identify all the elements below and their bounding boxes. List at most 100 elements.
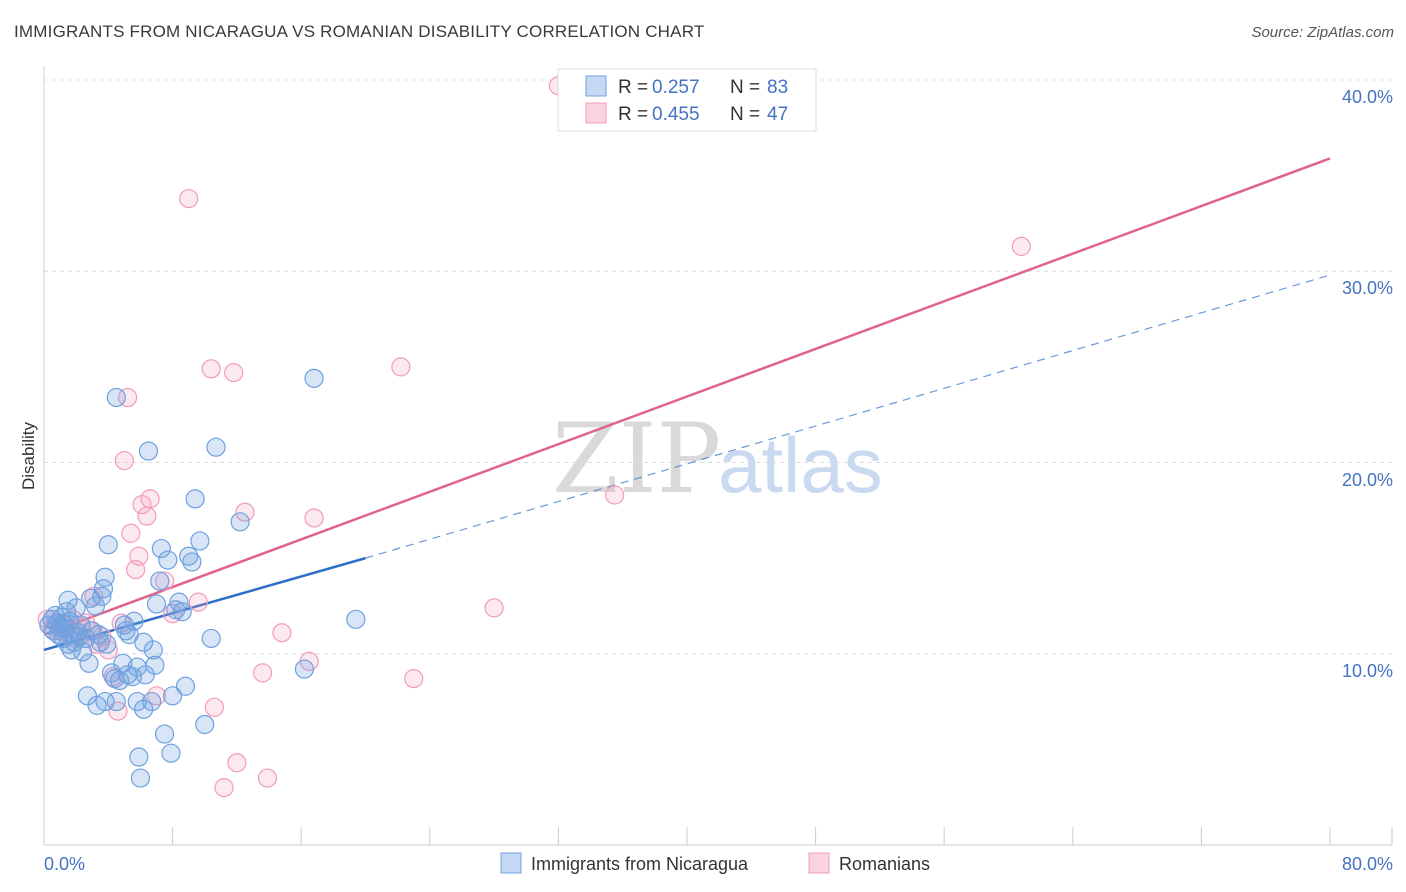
nicaragua-point bbox=[124, 611, 144, 631]
nicaragua-point bbox=[195, 714, 215, 735]
bottom-legend-label-romanians: Romanians bbox=[839, 854, 930, 874]
romanian-point bbox=[304, 508, 324, 528]
watermark-atlas: atlas bbox=[718, 421, 883, 509]
nicaragua-point bbox=[163, 686, 183, 706]
romanian-point bbox=[114, 450, 134, 471]
nicaragua-point bbox=[117, 665, 138, 685]
legend-n-value-1: 83 bbox=[767, 77, 788, 98]
romanian-point bbox=[140, 489, 160, 509]
nicaragua-point bbox=[190, 531, 210, 551]
nicaragua-point bbox=[154, 724, 175, 744]
legend-r-value-1: 0.257 bbox=[652, 77, 700, 98]
nicaragua-point bbox=[206, 437, 226, 457]
y-tick-label-30: 30.0% bbox=[1342, 278, 1393, 298]
watermark-zip: ZIP bbox=[552, 403, 721, 515]
nicaragua-point bbox=[134, 632, 154, 652]
y-tick-label-10: 10.0% bbox=[1342, 661, 1393, 681]
nicaragua-point bbox=[150, 571, 170, 591]
nicaragua-point bbox=[72, 642, 93, 662]
romanian-point bbox=[84, 586, 104, 606]
nicaragua-point bbox=[53, 613, 73, 633]
nicaragua-point bbox=[95, 567, 115, 587]
stats-legend: R = 0.257 N = 83 R = 0.455 N = 47 bbox=[557, 68, 817, 132]
romanian-point bbox=[154, 571, 175, 591]
legend-r-label-1: R = bbox=[618, 77, 648, 98]
romanian-point bbox=[179, 188, 199, 209]
nicaragua-point bbox=[79, 653, 99, 673]
chart-title: IMMIGRANTS FROM NICARAGUA VS ROMANIAN DI… bbox=[14, 22, 705, 41]
nicaragua-point bbox=[106, 387, 126, 408]
y-axis-label: Disability bbox=[19, 421, 38, 490]
romanian-point bbox=[224, 363, 244, 383]
legend-r-value-2: 0.455 bbox=[652, 104, 700, 125]
nicaragua-point bbox=[134, 699, 154, 719]
nicaragua-point bbox=[294, 659, 315, 679]
nicaragua-point bbox=[142, 691, 162, 712]
romanian-point bbox=[257, 768, 278, 788]
nicaragua-point bbox=[127, 691, 147, 712]
nicaragua-point bbox=[98, 535, 118, 555]
axes bbox=[43, 66, 1393, 846]
romanian-point bbox=[121, 523, 141, 543]
romanian-point bbox=[137, 506, 157, 526]
nicaragua-point bbox=[161, 743, 181, 763]
y-tick-label-40: 40.0% bbox=[1342, 87, 1393, 107]
nicaragua-point bbox=[201, 628, 221, 649]
nicaragua-point bbox=[58, 590, 78, 610]
nicaragua-point bbox=[138, 441, 159, 461]
legend-swatch-nicaragua bbox=[585, 75, 607, 97]
nicaragua-point bbox=[106, 691, 126, 712]
nicaragua-point bbox=[158, 550, 178, 570]
y-tick-label-20: 20.0% bbox=[1342, 470, 1393, 490]
romanian-point bbox=[204, 697, 224, 717]
nicaragua-point bbox=[143, 640, 163, 660]
nicaragua-point bbox=[95, 691, 115, 712]
grid-lines bbox=[44, 79, 1392, 655]
bottom-legend-swatch-romanians bbox=[808, 852, 830, 874]
trend-line-nicaragua-projection bbox=[365, 274, 1331, 559]
romanian-point bbox=[129, 546, 149, 566]
romanian-point bbox=[188, 592, 208, 612]
legend-swatch-romanians bbox=[585, 102, 607, 124]
nicaragua-point bbox=[151, 538, 171, 559]
nicaragua-point bbox=[175, 676, 196, 696]
source-label: Source: ZipAtlas.com bbox=[1251, 24, 1394, 41]
legend-n-value-2: 47 bbox=[767, 104, 788, 125]
romanian-point bbox=[201, 359, 221, 379]
nicaragua-point bbox=[81, 588, 101, 608]
x-tick-label-max: 80.0% bbox=[1342, 854, 1393, 874]
romanian-point bbox=[272, 623, 292, 643]
nicaragua-point bbox=[146, 594, 167, 614]
romanian-point bbox=[605, 485, 625, 505]
nicaragua-point bbox=[230, 512, 250, 532]
series-legend: Immigrants from Nicaragua Romanians bbox=[500, 852, 930, 874]
nicaragua-point bbox=[179, 546, 199, 566]
nicaragua-point bbox=[304, 368, 324, 388]
nicaragua-point bbox=[127, 657, 147, 677]
x-tick-label-min: 0.0% bbox=[44, 854, 85, 874]
nicaragua-point bbox=[346, 609, 366, 629]
romanian-point bbox=[227, 753, 247, 773]
romanian-point bbox=[117, 387, 138, 408]
nicaragua-point bbox=[130, 768, 151, 788]
nicaragua-point bbox=[185, 489, 205, 509]
legend-n-label-1: N = bbox=[730, 77, 760, 98]
nicaragua-point bbox=[97, 634, 117, 654]
bottom-legend-label-nicaragua: Immigrants from Nicaragua bbox=[531, 854, 749, 874]
legend-n-label-2: N = bbox=[730, 104, 760, 125]
nicaragua-point bbox=[182, 552, 202, 572]
legend-r-label-2: R = bbox=[618, 104, 648, 125]
nicaragua-point bbox=[129, 747, 149, 767]
romanian-point bbox=[253, 663, 273, 683]
bottom-legend-swatch-nicaragua bbox=[500, 852, 522, 874]
data-points bbox=[37, 76, 1031, 798]
romanian-point bbox=[108, 701, 128, 721]
trend-line-romanians bbox=[43, 157, 1331, 636]
romanian-point bbox=[1011, 236, 1031, 256]
nicaragua-point bbox=[113, 653, 133, 673]
romanian-point bbox=[484, 598, 504, 618]
romanian-point bbox=[235, 502, 255, 522]
romanian-point bbox=[214, 778, 234, 798]
romanian-point bbox=[391, 357, 411, 377]
